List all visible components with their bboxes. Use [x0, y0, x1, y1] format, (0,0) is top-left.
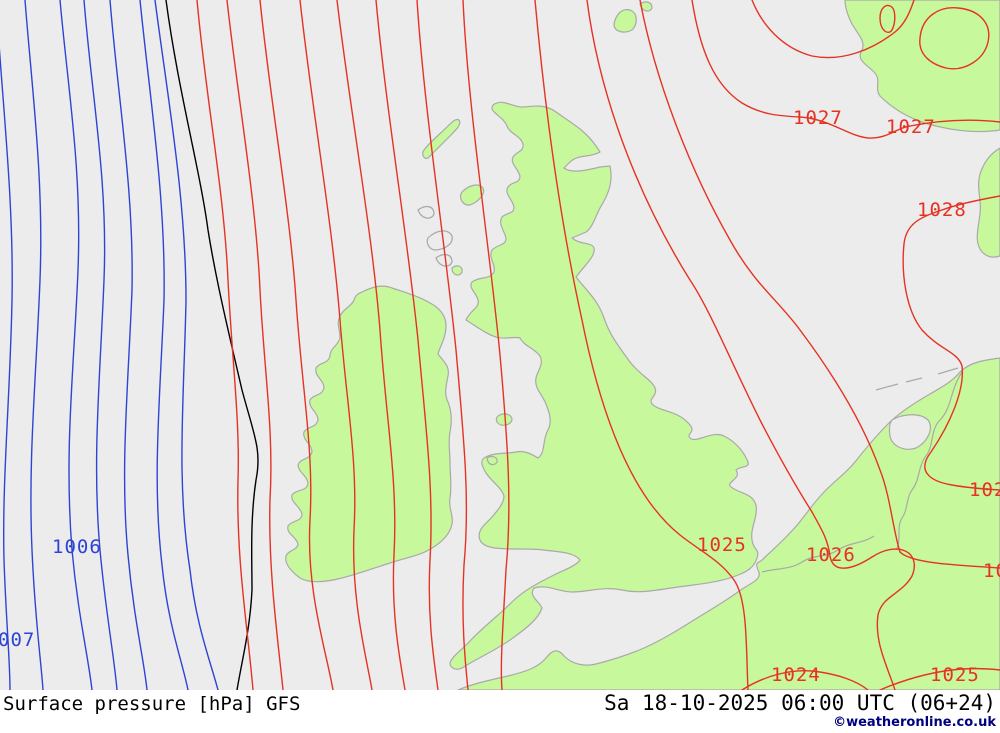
isobar-red-13: [751, 0, 915, 59]
pressure-label-1024: 1024: [771, 664, 821, 686]
isobar-blue-3: [59, 0, 93, 690]
land-anglesey: [486, 456, 498, 466]
isobar-red-loop-small: [879, 4, 896, 34]
land-orkney-2: [639, 1, 653, 12]
isobar-red-10-1026: [586, 0, 915, 690]
isobar-blue-7: [154, 0, 219, 690]
pressure-label-1006: 1006: [52, 536, 102, 558]
isobars-low-pressure: [0, 0, 219, 690]
land-great-britain: [449, 101, 759, 670]
isobar-red-1025-se: [879, 667, 1000, 690]
isobar-blue-5: [109, 0, 148, 690]
land-islay: [451, 265, 463, 276]
copyright-text: ©weatheronline.co.uk: [833, 715, 996, 730]
border-belgium-france: [761, 535, 875, 573]
isobar-red-1028: [902, 195, 1000, 491]
pressure-label-007: 007: [0, 629, 35, 651]
map-title: Surface pressure [hPa] GFS: [3, 693, 301, 715]
pressure-label-1027: 1027: [886, 116, 936, 138]
land-continent: [457, 357, 1000, 690]
lake-ijsselmeer: [888, 414, 931, 450]
pressure-label-10: 10: [983, 560, 1000, 582]
land-orkney: [613, 9, 637, 33]
isobar-red-4: [299, 0, 373, 690]
footer-right: Sa 18-10-2025 06:00 UTC (06+24) ©weather…: [604, 690, 1000, 730]
land-masses: [285, 0, 1000, 690]
map-datetime: Sa 18-10-2025 06:00 UTC (06+24): [604, 691, 996, 715]
isobar-red-11: [639, 0, 1000, 569]
pressure-label-layer: 1006 007 1027 1027 1028 1025 1026 1024 1025 102 10: [0, 107, 1000, 686]
isobar-red-6: [375, 0, 439, 690]
pressure-label-1025: 1025: [930, 664, 980, 686]
isobar-blue-6: [139, 0, 189, 690]
isobar-red-12-1027: [691, 0, 1000, 139]
isobar-red-7: [416, 0, 469, 690]
pressure-label-1027: 1027: [793, 107, 843, 129]
isobar-red-5: [336, 0, 406, 690]
pressure-map-svg: 1006 007 1027 1027 1028 1025 1026 1024 1025 102 10: [0, 0, 1000, 690]
land-isle-of-man: [495, 413, 513, 426]
isobars-high-pressure: [196, 0, 1000, 690]
isobar-red-9-1025: [534, 0, 749, 690]
border-germany-netherlands: [895, 371, 963, 551]
isobar-red-1024-trough: [741, 669, 869, 690]
land-denmark-coast: [976, 147, 1000, 258]
isobar-red-3: [259, 0, 334, 690]
coast-blob-coll: [435, 253, 453, 267]
isobar-red-1: [196, 0, 254, 690]
isobar-blue-4: [83, 0, 118, 690]
isobar-blue-1: [0, 48, 13, 690]
pressure-label-1025: 1025: [697, 534, 747, 556]
pressure-label-1028: 1028: [917, 199, 967, 221]
land-skye: [459, 184, 485, 206]
isobar-black: [165, 0, 259, 690]
islands-wadden: [875, 367, 959, 391]
isobar-red-loop-high-center: [919, 7, 990, 70]
isobar-blue-2: [24, 0, 44, 690]
pressure-label-1026: 1026: [806, 544, 856, 566]
pressure-label-102: 102: [969, 479, 1000, 501]
land-norway: [844, 0, 1000, 133]
coast-blob-uist: [417, 205, 435, 219]
footer-bar: Surface pressure [hPa] GFS Sa 18-10-2025…: [0, 690, 1000, 733]
land-ireland: [285, 285, 454, 583]
isobar-red-2: [226, 0, 284, 690]
isobar-red-8: [462, 0, 510, 690]
